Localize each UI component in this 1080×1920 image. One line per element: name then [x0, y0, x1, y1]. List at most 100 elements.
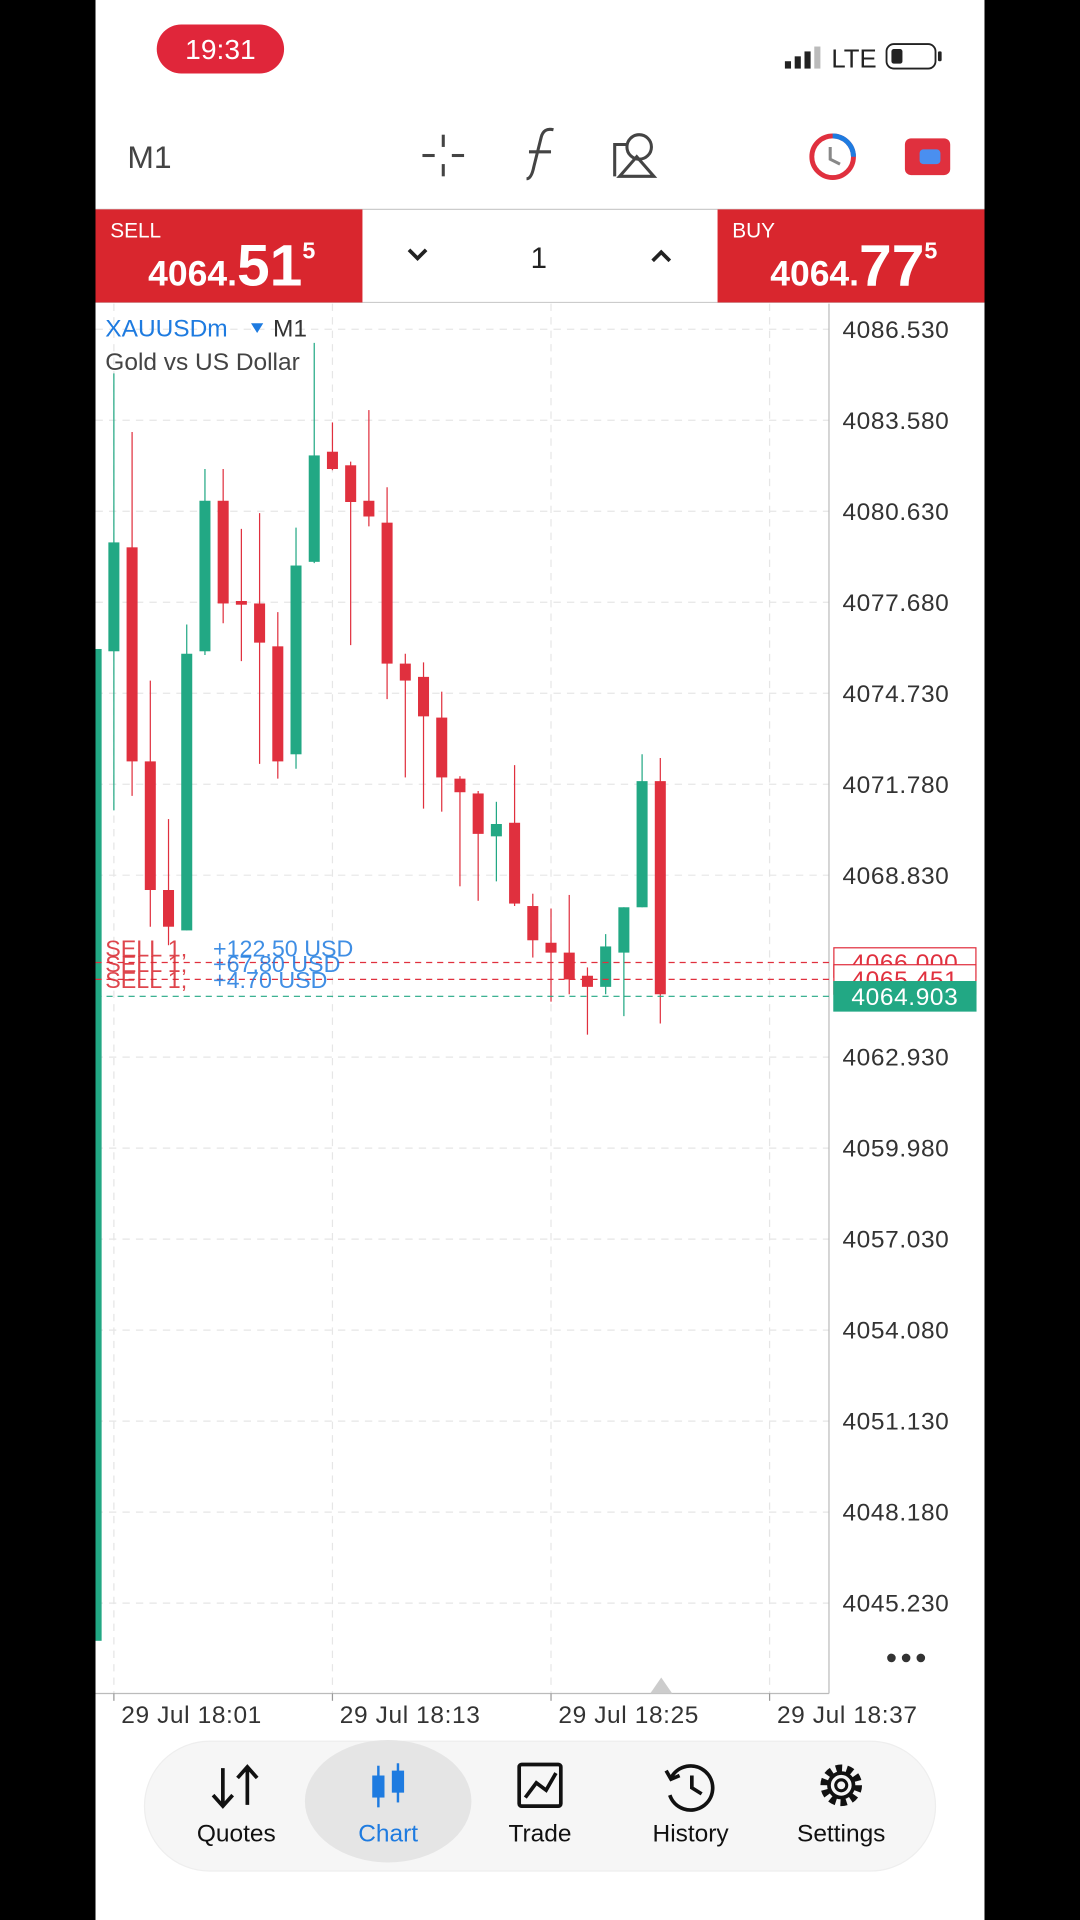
candle-body [381, 522, 393, 664]
candle-body [399, 663, 411, 681]
volume-down[interactable] [407, 248, 428, 261]
symbol-description: Gold vs US Dollar [105, 349, 299, 376]
candle-body [527, 906, 539, 941]
x-tick-label: 29 Jul 18:37 [777, 1702, 918, 1729]
settings-icon[interactable] [820, 1764, 863, 1807]
candle-body [199, 500, 211, 652]
nav-label[interactable]: Quotes [197, 1821, 276, 1848]
nav-label[interactable]: Chart [358, 1821, 418, 1848]
candle-body [472, 793, 484, 834]
y-tick-label: 4068.830 [842, 863, 949, 890]
nav-labels: Quotes Chart Trade History Settings [197, 1821, 886, 1848]
position-profit: +4.70 USD [213, 967, 327, 993]
candle-body [600, 946, 612, 987]
nav-label[interactable]: History [653, 1821, 730, 1848]
candle-body [545, 942, 557, 953]
sell-button[interactable]: SELL 4064.515 [95, 209, 363, 303]
chart-icon[interactable] [372, 1763, 405, 1808]
position-side: SELL 1, [105, 935, 187, 961]
symbol-dropdown[interactable] [251, 323, 264, 334]
position-side: SELL 1, [105, 951, 187, 977]
candle-body [563, 952, 575, 980]
buy-price: 4064.775 [770, 233, 937, 298]
y-tick-label: 4057.030 [842, 1227, 949, 1254]
y-tick-label: 4062.930 [842, 1045, 949, 1072]
indicators-button[interactable] [526, 127, 554, 181]
candle-body [326, 451, 338, 469]
buy-button[interactable]: BUY 4064.775 [717, 209, 985, 303]
sell-price-head: 4064. [148, 253, 237, 293]
y-tick-label: 4051.130 [842, 1409, 949, 1436]
y-tick-label: 4080.630 [842, 499, 949, 526]
candle-body [126, 547, 138, 762]
candle-body [308, 455, 320, 562]
volume-up[interactable] [651, 249, 672, 263]
candle-body [509, 822, 521, 904]
candle-body [418, 676, 430, 717]
candle-body [618, 907, 630, 953]
quotes-icon[interactable] [211, 1764, 259, 1809]
sell-price-big: 51 [237, 233, 302, 298]
objects-button[interactable] [613, 133, 658, 178]
network: LTE [831, 45, 876, 73]
nav-label[interactable]: Trade [508, 1821, 571, 1848]
y-tick-label: 4048.180 [842, 1500, 949, 1527]
candle-body [581, 975, 593, 987]
candle-body [217, 500, 229, 604]
x-tick-label: 29 Jul 18:25 [558, 1702, 699, 1729]
sell-pipette: 5 [302, 237, 315, 263]
grid [95, 303, 829, 1694]
candle-body [108, 542, 120, 652]
signal-icon [784, 46, 821, 69]
chart-timeframe: M1 [273, 316, 307, 343]
history-icon[interactable] [664, 1764, 715, 1812]
position-profit: +122.50 USD [213, 935, 353, 961]
clock: 19:31 [185, 34, 255, 65]
sell-price: 4064.515 [148, 233, 315, 298]
volume[interactable]: 1 [531, 242, 547, 275]
nav-label[interactable]: Settings [797, 1821, 885, 1848]
position-side: SELL 1, [105, 967, 187, 993]
candle-body [181, 653, 193, 931]
candle-body [490, 823, 502, 837]
candle-body [163, 890, 175, 927]
trade-icon[interactable] [517, 1762, 563, 1808]
y-tick-label: 4074.730 [842, 681, 949, 708]
candle-body [254, 603, 266, 643]
one-click-button[interactable] [809, 133, 856, 180]
candle-body [290, 565, 302, 755]
sell-label: SELL [110, 220, 161, 243]
nav-active-highlight [304, 1740, 472, 1863]
buy-pipette: 5 [924, 237, 937, 263]
price-tag [833, 981, 977, 1012]
candle-body [272, 646, 284, 762]
time-pill [156, 24, 285, 74]
candle-body [436, 717, 448, 778]
buy-price-big: 77 [859, 233, 924, 298]
candle-body [235, 601, 247, 605]
y-tick-label: 4086.530 [842, 317, 949, 344]
candle-body [363, 500, 375, 517]
x-tick-label: 29 Jul 18:01 [121, 1702, 262, 1729]
buy-price-head: 4064. [770, 253, 859, 293]
price-tag-label: 4064.903 [851, 984, 958, 1011]
y-tick-label: 4054.080 [842, 1318, 949, 1345]
indicator-bar [95, 648, 102, 1641]
position-profit: +67.80 USD [213, 951, 340, 977]
candle-body [454, 778, 466, 793]
y-tick-label: 4077.680 [842, 590, 949, 617]
timeframe-button[interactable]: M1 [127, 139, 171, 175]
symbol[interactable]: XAUUSDm [105, 316, 227, 343]
x-tick-label: 29 Jul 18:13 [340, 1702, 481, 1729]
crosshair-button[interactable] [422, 134, 465, 177]
current-bar-marker [650, 1677, 673, 1694]
y-tick-label: 4083.580 [842, 408, 949, 435]
candle-body [144, 761, 156, 891]
candle-body [654, 781, 666, 995]
more-button[interactable] [887, 1653, 926, 1663]
candle-body [345, 465, 357, 502]
trade-button[interactable] [904, 138, 951, 176]
y-tick-label: 4059.980 [842, 1136, 949, 1163]
